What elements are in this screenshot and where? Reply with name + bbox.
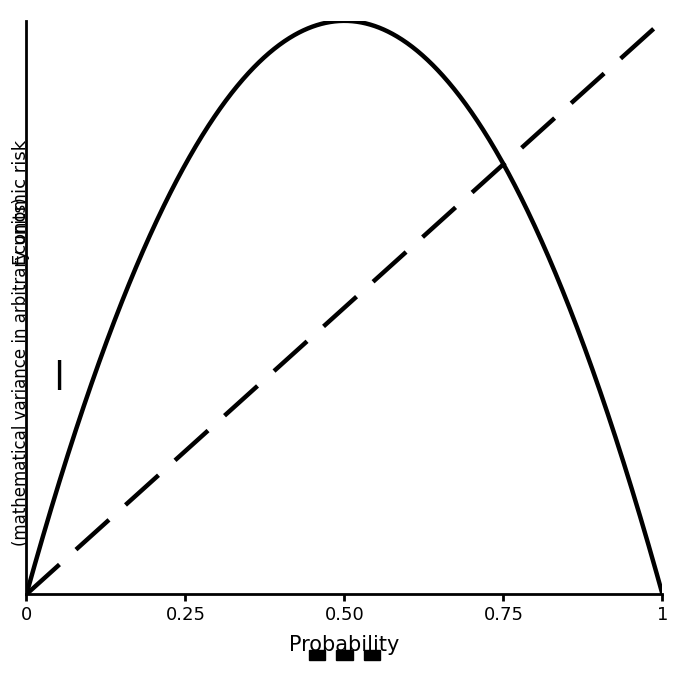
Text: (mathematical variance in arbitrary units): (mathematical variance in arbitrary unit… — [12, 197, 30, 546]
Text: |: | — [53, 360, 64, 390]
Text: Economic risk: Economic risk — [12, 140, 30, 266]
X-axis label: Probability: Probability — [289, 635, 400, 655]
